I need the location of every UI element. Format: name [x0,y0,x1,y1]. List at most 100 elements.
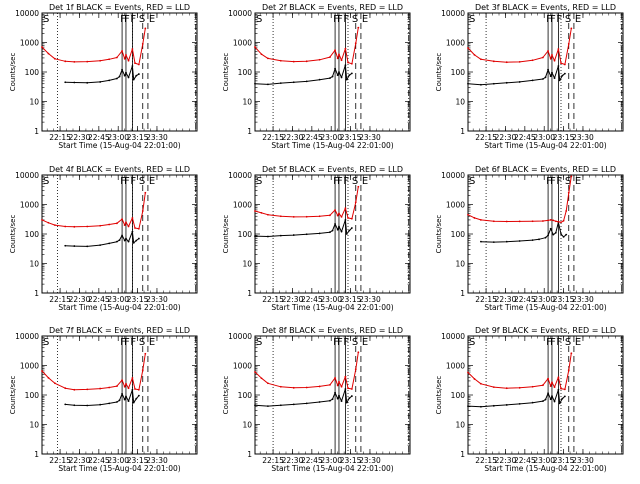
events-point [505,240,508,243]
y-tick-label: 1000 [20,201,39,210]
events-point [531,79,534,82]
lld-point [305,386,308,389]
lld-point [318,58,321,61]
lld-point [305,60,308,63]
lld-point [116,385,118,388]
x-tick-label: 23:30 [572,133,594,142]
x-tick-label: 22:30 [69,456,91,465]
plot-frame [254,12,411,132]
x-axis-label: Start Time (15-Aug-04 22:01:00) [484,141,606,150]
lld-point [347,387,349,390]
events-point [557,65,560,67]
events-point [279,234,282,237]
events-point [121,234,123,237]
events-point [331,229,334,232]
lld-point [570,27,573,30]
x-tick-label: 22:15 [262,295,284,304]
y-tick-label: 10 [455,98,465,107]
series-lld-line [467,28,572,65]
lld-point [108,223,111,226]
lld-point [108,58,111,61]
panel-title: Det 6f BLACK = Events, RED = LLD [475,165,616,174]
y-tick-label: 10000 [15,332,39,341]
lld-point [563,63,566,66]
x-tick-label: 23:30 [146,295,168,304]
lld-point [108,386,111,389]
series-lld-line [254,27,359,65]
x-axis-label: Start Time (15-Aug-04 22:01:00) [271,464,393,473]
x-tick-label: 23:15 [340,456,362,465]
y-tick-label: 1000 [233,39,252,48]
end-marker-label: E [149,14,155,25]
y-tick-label: 10 [242,421,252,430]
events-point [561,74,564,77]
events-point [558,79,561,82]
events-point [553,400,556,403]
y-tick-label: 1000 [20,362,39,371]
y-tick-label: 100 [451,391,466,400]
panel-5: Det 5f BLACK = Events, RED = LLD 1 10 100 10… [222,165,411,312]
events-point [334,222,336,225]
events-point [340,230,343,233]
flare-marker-label: F [337,14,343,25]
lld-point [279,215,282,218]
events-point [467,82,469,85]
panel-2: Det 2f BLACK = Events, RED = LLD 1 10 100 10… [222,3,411,150]
lld-point [334,376,336,379]
end-s-marker-label: S [352,176,358,187]
lld-point [86,388,89,391]
y-tick-label: 100 [25,68,40,77]
lld-point [99,59,102,62]
lld-point [560,221,562,224]
plot-frame [41,12,198,132]
series-events-line [467,389,566,408]
lld-point [254,210,256,212]
lld-point [99,387,102,390]
lld-point [565,210,568,212]
events-point [331,398,334,401]
lld-point [340,215,343,218]
lld-point [347,217,349,219]
lld-point [338,380,340,383]
series-events-line [65,231,140,247]
y-axis-label: Counts/sec [222,376,230,415]
y-axis-label: Counts/sec [222,215,230,254]
events-point [531,401,534,404]
events-point [305,402,308,405]
lld-point [73,225,76,228]
lld-point [334,209,336,211]
start-marker-label: S [469,337,475,348]
plot-frame [254,174,411,294]
lld-point [99,224,102,227]
series-lld-line [467,176,572,223]
flare-marker-label: F [546,14,552,25]
lld-point [116,222,118,225]
lld-point [41,46,43,48]
events-point [560,233,562,235]
lld-point [144,352,147,355]
events-point [305,233,308,236]
events-point [329,77,331,80]
x-tick-label: 23:30 [359,295,381,304]
lld-point [121,379,123,381]
events-point [131,65,134,67]
x-tick-label: 22:15 [49,133,71,142]
events-point [267,405,269,408]
events-point [542,400,544,403]
series-events-line [254,64,353,85]
flare-marker-label: F [550,14,556,25]
end-s-marker-label: S [139,176,145,187]
events-point [467,405,469,408]
events-point [542,78,544,80]
panel-title: Det 7f BLACK = Events, RED = LLD [49,326,190,335]
flare-marker-label: F [130,176,136,187]
x-tick-label: 23:15 [553,295,575,304]
lld-point [567,42,570,45]
lld-point [137,63,140,66]
lld-point [480,382,482,385]
events-point [552,233,555,236]
lld-point [350,388,353,390]
events-point [116,401,118,403]
series-events-line [254,388,353,407]
panel-4: Det 4f BLACK = Events, RED = LLD 1 10 100 10… [9,165,198,312]
